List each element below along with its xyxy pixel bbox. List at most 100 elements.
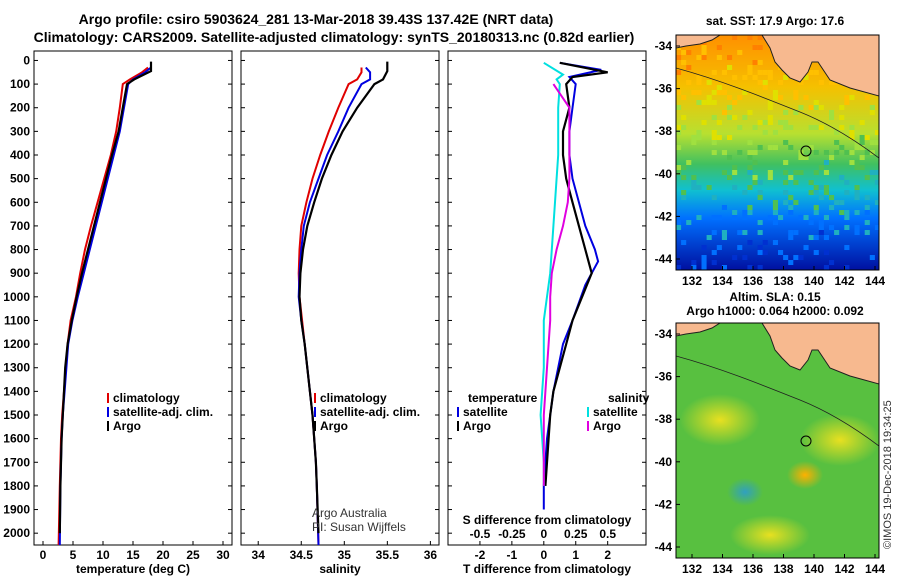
sst-pixel: [737, 125, 743, 130]
sst-pixel: [721, 230, 727, 235]
sst-pixel: [681, 175, 687, 180]
sst-pixel: [701, 50, 707, 55]
sst-pixel: [808, 180, 814, 185]
sst-pixel: [767, 215, 773, 220]
depth-tick-label: 800: [10, 243, 30, 257]
depth-tick-label: 1600: [3, 432, 30, 446]
sst-pixel: [854, 230, 860, 235]
sst-pixel: [696, 90, 702, 95]
sst-pixel: [869, 105, 875, 110]
sst-pixel: [798, 155, 804, 160]
sst-pixel: [737, 95, 743, 100]
sst-pixel: [874, 200, 879, 205]
sst-pixel: [859, 135, 865, 140]
sst-pixel: [732, 255, 738, 260]
sst-pixel: [732, 100, 738, 105]
sst-pixel: [783, 110, 789, 115]
sst-pixel: [747, 205, 753, 210]
sst-pixel: [813, 190, 819, 195]
sst-pixel: [829, 225, 835, 230]
sst-pixel: [823, 160, 829, 165]
sst-pixel: [752, 45, 758, 50]
series-line-satellite-adj-clim-: [297, 66, 372, 546]
sst-pixel: [732, 35, 738, 40]
sst-pixel: [752, 180, 758, 185]
sst-pixel: [854, 225, 860, 230]
sst-pixel: [757, 230, 763, 235]
sst-pixel: [701, 260, 707, 265]
sst-pixel: [813, 170, 819, 175]
sla-map-title-1: Altim. SLA: 0.15: [729, 290, 821, 304]
t-difference-xlabel: T difference from climatology: [463, 562, 631, 576]
x-tick-label: 34: [252, 548, 266, 562]
sst-land: [720, 35, 879, 97]
sst-pixel: [757, 80, 763, 85]
sst-pixel: [808, 70, 814, 75]
sst-pixel: [767, 120, 773, 125]
s-tick-label: -0.5: [470, 527, 491, 541]
sst-pixel: [696, 75, 702, 80]
sst-pixel: [747, 150, 753, 155]
sst-pixel: [732, 215, 738, 220]
sla-anomaly: [800, 414, 879, 466]
x-tick-label: 0: [40, 548, 47, 562]
sst-pixel: [783, 255, 789, 260]
sst-pixel: [721, 235, 727, 240]
depth-tick-label: 1100: [4, 313, 30, 327]
sst-pixel: [742, 215, 748, 220]
depth-tick-label: 1000: [3, 290, 30, 304]
x-tick-label: 35.5: [376, 548, 400, 562]
sst-pixel: [813, 100, 819, 105]
sla-map: Altim. SLA: 0.15 Argo h1000: 0.064 h2000…: [655, 290, 886, 576]
difference-series: [539, 61, 608, 510]
sst-pixel: [783, 140, 789, 145]
map-lat-label: -42: [655, 497, 673, 511]
temperature-xlabel: temperature (deg C): [76, 562, 190, 576]
sst-pixel: [767, 70, 773, 75]
sst-pixel: [727, 105, 733, 110]
depth-tick-label: 2000: [3, 526, 30, 540]
sst-pixel: [798, 255, 804, 260]
legend-label: satellite-adj. clim.: [320, 405, 420, 419]
sst-pixel: [711, 115, 717, 120]
sst-pixel: [676, 170, 682, 175]
sst-pixel: [803, 75, 809, 80]
sst-pixel: [854, 145, 860, 150]
sst-pixel: [681, 165, 687, 170]
sst-pixel: [849, 135, 855, 140]
series-line-s-argo: [542, 83, 571, 486]
sst-pixel: [752, 60, 758, 65]
sst-pixel: [686, 65, 692, 70]
sst-pixel: [676, 220, 682, 225]
sst-pixel: [834, 150, 840, 155]
sst-pixel: [767, 115, 773, 120]
x-tick-label: 34.5: [290, 548, 314, 562]
sst-pixel: [676, 265, 682, 270]
temperature-panel: 0100200300400500600700800900100011001200…: [3, 50, 233, 576]
series-line-argo: [58, 61, 153, 534]
sst-pixel: [747, 140, 753, 145]
map-lat-label: -34: [655, 39, 673, 53]
sst-pixel: [818, 220, 824, 225]
sst-pixel: [808, 105, 814, 110]
sst-map-frame: [675, 34, 880, 271]
sst-pixel: [793, 170, 799, 175]
sst-pixel: [798, 170, 804, 175]
sst-pixel: [772, 240, 778, 245]
sst-pixel: [864, 230, 870, 235]
title-line-1: Argo profile: csiro 5903624_281 13-Mar-2…: [79, 11, 554, 27]
s-tick-label: 0.5: [599, 527, 616, 541]
sst-shelf-contour: [676, 67, 879, 159]
sst-pixel: [752, 75, 758, 80]
sst-pixel: [681, 50, 687, 55]
depth-tick-label: 300: [10, 124, 30, 138]
salinity-panel: 34 34.5 35 35.5 36 climatologysatellite-adj.…: [240, 50, 440, 576]
sst-pixel: [727, 55, 733, 60]
title-line-2: Climatology: CARS2009. Satellite-adjuste…: [34, 29, 635, 45]
sst-pixel: [874, 170, 879, 175]
sst-pixel: [681, 240, 687, 245]
sst-pixel: [844, 95, 850, 100]
sst-pixel: [788, 145, 794, 150]
sst-pixel: [818, 80, 824, 85]
